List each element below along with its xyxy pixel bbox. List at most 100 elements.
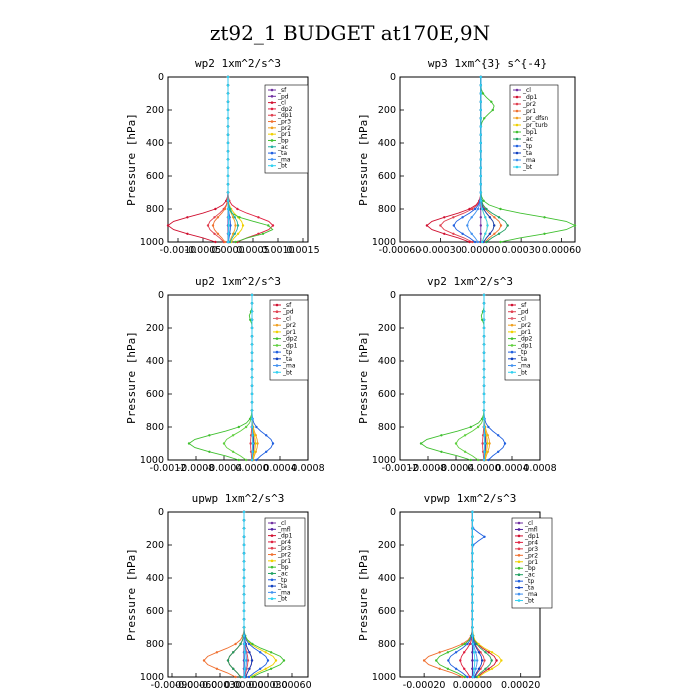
series-point-dp2 — [237, 458, 240, 462]
series-point-cl — [186, 216, 189, 219]
legend-entry: _pr2 — [524, 552, 538, 559]
series-point-tp — [461, 216, 464, 219]
series-point-ma — [474, 667, 477, 670]
legend-entry: _ta — [522, 150, 532, 157]
x-tick-label: -0.00030 — [419, 245, 462, 256]
x-tick-label: -0.0005 — [185, 245, 222, 256]
legend-marker — [275, 357, 279, 361]
legend-entry: _pr4 — [524, 539, 538, 546]
legend-entry: _tp — [282, 349, 292, 356]
y-tick-label: 400 — [146, 138, 164, 149]
series-point-bt — [479, 174, 482, 178]
legend-marker — [515, 130, 519, 134]
series-point-ma — [476, 207, 480, 211]
series-point-bt — [471, 543, 474, 547]
series-point-pr1 — [499, 224, 503, 227]
legend-marker — [275, 323, 279, 327]
series-point-ac — [497, 232, 501, 235]
legend-marker — [270, 540, 274, 544]
y-tick-label: 200 — [378, 540, 396, 551]
legend-entry: _bp1 — [522, 129, 538, 136]
series-line-dp1 — [223, 295, 253, 461]
series-point-dp1 — [425, 224, 429, 227]
legend-marker — [517, 586, 521, 589]
series-point-bp — [446, 651, 450, 654]
series-point-pr1 — [236, 232, 240, 235]
series-point-pr2 — [234, 675, 237, 679]
series-point-bt — [226, 240, 230, 244]
legend-marker — [270, 113, 274, 117]
legend-marker — [275, 310, 279, 314]
series-point-bt — [471, 609, 474, 613]
series-point-ac — [497, 216, 501, 219]
x-tick-label: -0.0010 — [160, 245, 197, 256]
panel-title: vpwp 1xm^2/s^3 — [424, 492, 517, 505]
series-point-dp2 — [208, 434, 211, 437]
y-tick-label: 600 — [378, 606, 396, 617]
x-tick-label: -0.0012 — [150, 463, 187, 474]
series-point-pr1 — [493, 216, 496, 219]
series-point-bt — [486, 224, 489, 227]
legend-marker — [270, 528, 274, 531]
series-point-ma — [470, 216, 473, 219]
series-point-bt — [472, 651, 476, 654]
series-point-dp1 — [476, 425, 480, 429]
series-point-dp1 — [244, 425, 248, 429]
legend-marker — [510, 344, 514, 347]
legend-box — [504, 299, 541, 381]
panel-1: wp2 1xm^2/s^3 Pressure [hPa] 0 200 400 600 800… — [125, 57, 320, 256]
series-line-dp2 — [420, 295, 485, 461]
y-axis-label: Pressure [hPa] — [357, 331, 370, 424]
legend-marker — [270, 546, 274, 550]
panel-4: vp2 1xm^2/s^3 Pressure [hPa] 0 200 400 600 800… — [357, 275, 557, 474]
series-point-bp — [267, 224, 270, 227]
series-point-dp1 — [206, 224, 210, 227]
y-axis-label: Pressure [hPa] — [125, 331, 138, 424]
series-point-cl — [479, 216, 482, 219]
legend-marker — [517, 521, 521, 525]
series-point-bt — [482, 293, 486, 297]
series-point-bt — [479, 117, 482, 120]
series-point-bt — [479, 141, 482, 145]
series-point-bt — [471, 675, 475, 679]
legend-marker — [275, 317, 279, 320]
series-point-bt — [479, 92, 482, 95]
series-point-bp1 — [490, 100, 493, 104]
series-point-bt — [483, 434, 486, 437]
legend-marker — [270, 534, 274, 537]
legend-box — [269, 299, 309, 381]
y-tick-label: 200 — [146, 540, 164, 551]
series-point-bt — [471, 510, 474, 514]
series-point-bt — [482, 359, 486, 363]
x-tick-label: -0.00020 — [403, 680, 446, 691]
legend-marker — [510, 317, 514, 320]
series-point-cl — [186, 232, 189, 235]
legend-marker — [515, 151, 519, 155]
legend-marker — [270, 139, 274, 142]
legend-entry: _ac — [524, 572, 535, 579]
legend-entry: _mfl — [524, 526, 538, 533]
y-tick-label: 800 — [146, 639, 164, 650]
series-point-pr3 — [211, 224, 215, 227]
series-line-pr4 — [459, 512, 473, 678]
legend-marker — [270, 521, 274, 525]
panel-2: wp3 1xm^{3} s^{-4} Pressure [hPa] 0 200 400 6… — [357, 57, 581, 256]
y-tick-label: 600 — [146, 606, 164, 617]
series-point-bt — [482, 392, 486, 396]
y-axis-label: Pressure [hPa] — [125, 548, 138, 641]
legend-entry: _pr3 — [524, 546, 538, 553]
legend-entry: _sf — [517, 302, 527, 309]
legend-marker — [517, 566, 521, 570]
series-point-bt — [242, 527, 246, 530]
x-tick-label: -0.00060 — [379, 245, 422, 256]
legend-marker — [270, 597, 274, 600]
series-point-bt — [226, 100, 230, 104]
x-tick-label: 0.00020 — [501, 680, 540, 691]
legend-marker — [270, 151, 274, 155]
legend-entry: _ta — [517, 356, 527, 363]
panel-title: up2 1xm^2/s^3 — [195, 275, 281, 288]
series-point-ac — [232, 651, 235, 654]
legend-marker — [275, 350, 279, 354]
series-point-bp — [269, 651, 273, 654]
series-point-bt — [250, 335, 254, 338]
